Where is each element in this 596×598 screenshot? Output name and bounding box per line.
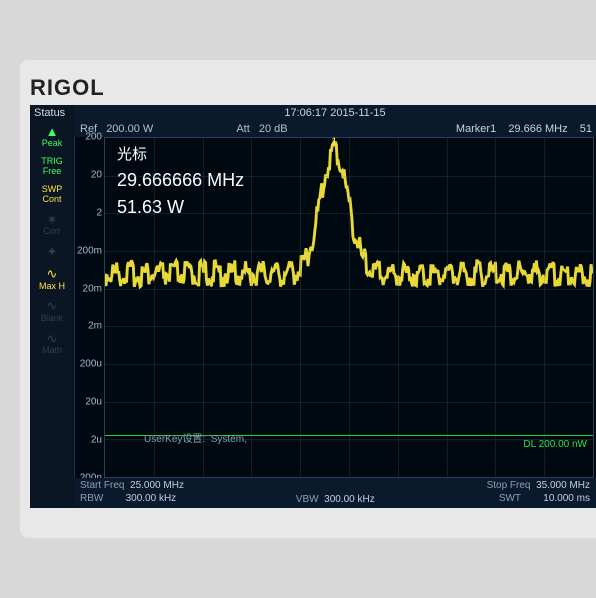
y-axis: 200202200m20m2m200u20u2u200n: [74, 137, 104, 478]
blank-icon: ∿: [32, 299, 72, 313]
ref-att-bar: Ref 200.00 W Att 20 dB Marker1 29.666 MH…: [74, 121, 596, 137]
y-tick: 200u: [80, 359, 102, 370]
analyzer-screen: Status ▲PeakTRIGFreeSWPCont✶Corr✦∿Max H∿…: [30, 105, 596, 508]
y-tick: 200m: [77, 245, 102, 256]
math-icon: ∿: [32, 332, 72, 346]
y-tick: 2: [96, 207, 102, 218]
peak-icon: ▲: [32, 125, 72, 139]
status-btn-peak[interactable]: ▲Peak: [32, 125, 72, 149]
timestamp: 17:06:17 2015-11-15: [284, 107, 385, 119]
corr-icon: ✶: [32, 213, 72, 227]
display-line-label: DL 200.00 nW: [523, 439, 587, 450]
timestamp-bar: 17:06:17 2015-11-15: [74, 105, 596, 121]
y-tick: 2m: [88, 321, 102, 332]
status-btn-pf[interactable]: ✦: [32, 245, 72, 259]
ref-value: 200.00 W: [106, 123, 153, 135]
att-label: Att: [236, 123, 249, 135]
brand-label: RIGOL: [30, 75, 105, 101]
status-btn-maxh[interactable]: ∿Max H: [32, 267, 72, 291]
maxh-icon: ∿: [32, 267, 72, 281]
status-btn-swp[interactable]: SWPCont: [32, 185, 72, 205]
status-title: Status: [30, 105, 74, 121]
spectrum-plot[interactable]: 光标 29.666666 MHz 51.63 W 1 DL 200.00 nW …: [104, 137, 594, 478]
start-rbw-col: Start Freq 25.000 MHz RBW 300.00 kHz: [80, 480, 184, 506]
status-btn-math[interactable]: ∿Math: [32, 332, 72, 356]
stop-swt-col: Stop Freq 35.000 MHz SWT 10.000 ms: [487, 480, 590, 506]
status-btn-blank[interactable]: ∿Blank: [32, 299, 72, 323]
peak-marker-label: 1: [331, 136, 337, 148]
status-sidebar: Status ▲PeakTRIGFreeSWPCont✶Corr✦∿Max H∿…: [30, 105, 75, 508]
y-tick: 20m: [83, 283, 102, 294]
y-tick: 20: [91, 169, 102, 180]
marker-readout: 光标 29.666666 MHz 51.63 W: [117, 144, 244, 221]
y-tick: 200: [85, 132, 102, 143]
att-value: 20 dB: [259, 123, 288, 135]
marker-freq: 29.666666 MHz: [117, 167, 244, 194]
status-btn-trig[interactable]: TRIGFree: [32, 157, 72, 177]
marker-header: Marker1 29.666 MHz 51: [450, 121, 592, 137]
status-btn-corr[interactable]: ✶Corr: [32, 213, 72, 237]
y-tick: 2u: [91, 435, 102, 446]
pf-icon: ✦: [32, 245, 72, 259]
marker-title: 光标: [117, 144, 244, 167]
vbw-col: VBW 300.00 kHz: [296, 494, 375, 507]
marker-amp: 51.63 W: [117, 194, 244, 221]
userkey-text: UserKey设置: System,: [144, 430, 247, 445]
y-tick: 20u: [85, 397, 102, 408]
bottom-info-bar: Start Freq 25.000 MHz RBW 300.00 kHz VBW…: [74, 478, 596, 508]
